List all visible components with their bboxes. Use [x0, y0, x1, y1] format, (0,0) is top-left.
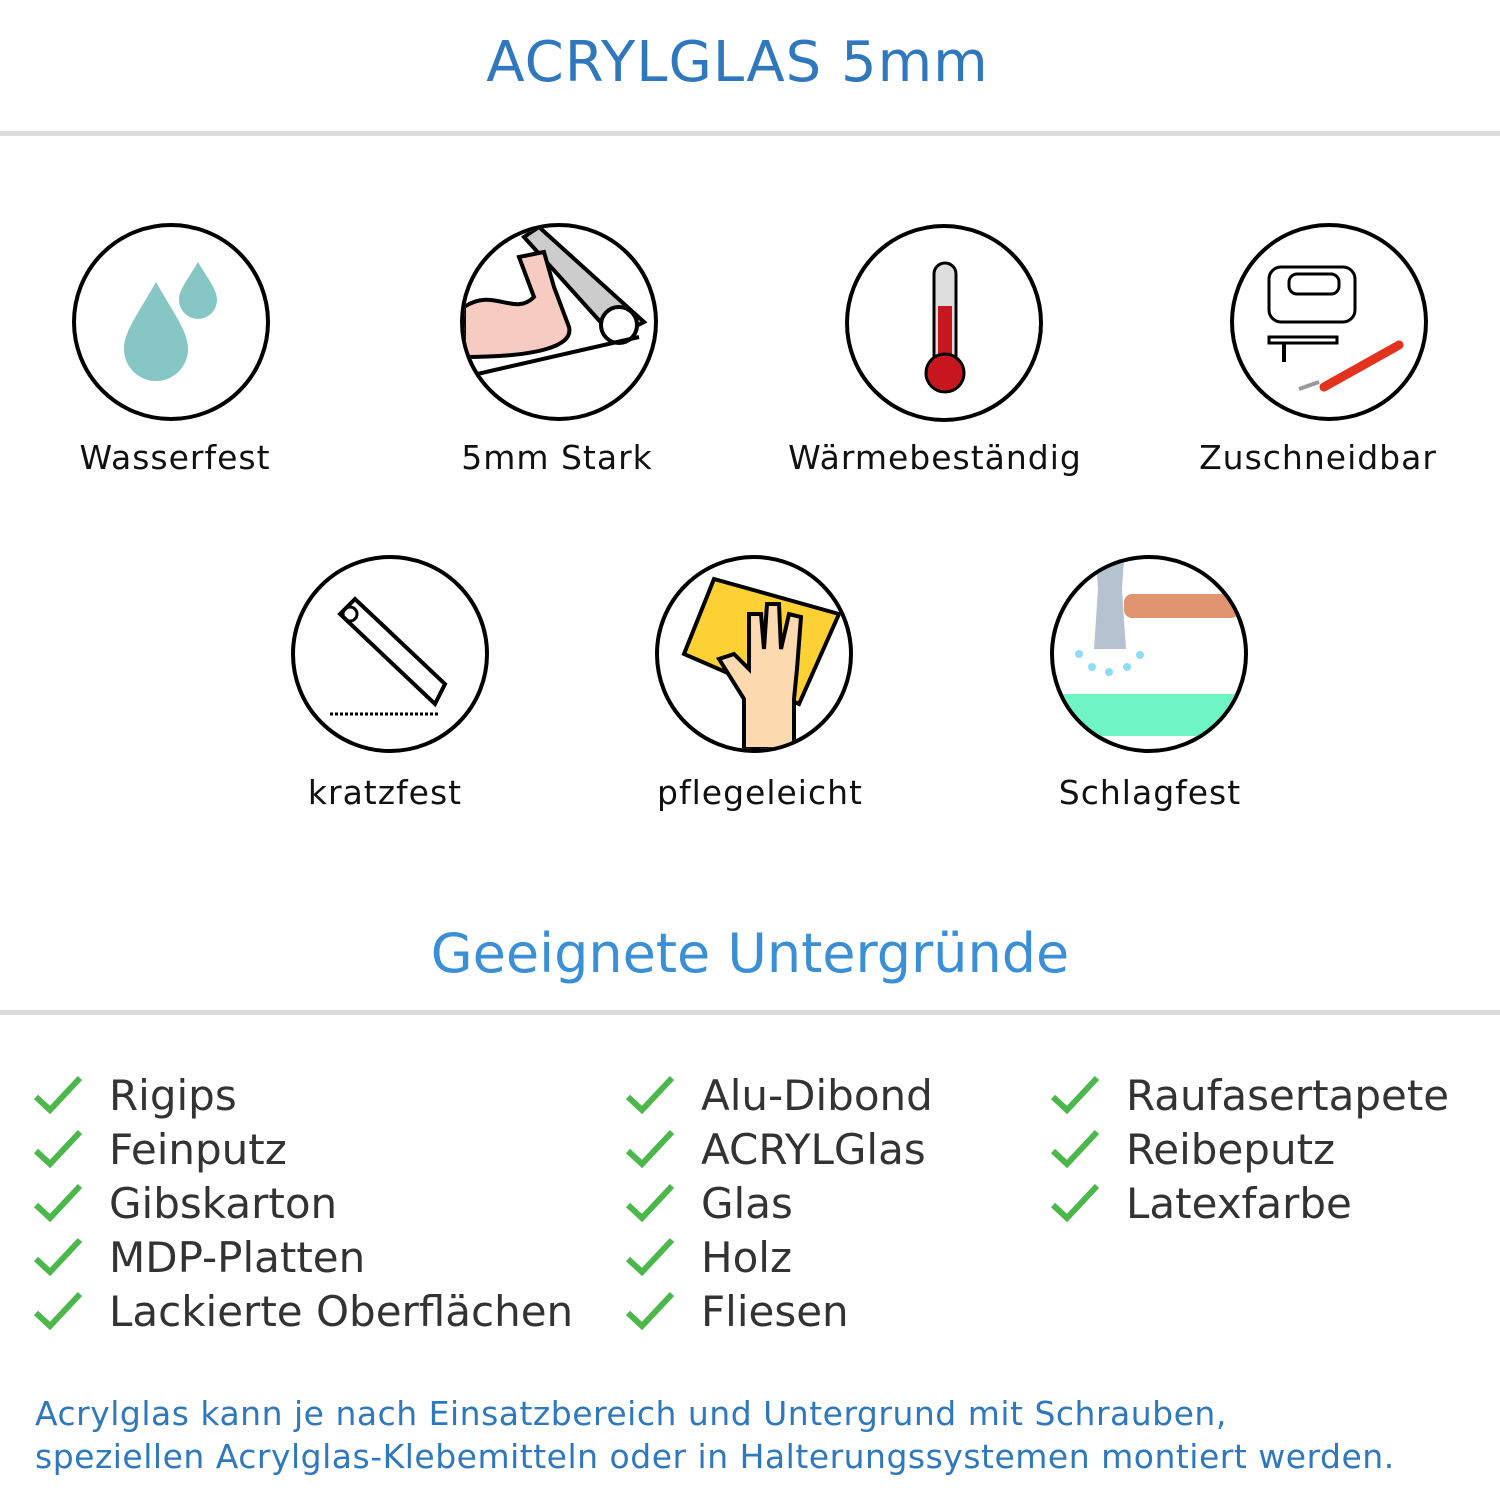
- check-icon: [33, 1183, 83, 1223]
- footer-line: speziellen Acrylglas-Klebemitteln oder i…: [35, 1437, 1395, 1476]
- page-title: ACRYLGLAS 5mm: [486, 30, 989, 95]
- check-icon: [33, 1129, 83, 1169]
- list-item: ACRYLGlas: [625, 1122, 933, 1176]
- list-item: Alu-Dibond: [625, 1068, 933, 1122]
- check-icon: [1050, 1183, 1100, 1223]
- list-item: Latexfarbe: [1050, 1176, 1449, 1230]
- list-item-label: Lackierte Oberflächen: [109, 1286, 574, 1336]
- divider: [0, 1010, 1500, 1015]
- footer-note: Acrylglas kann je nach Einsatzbereich un…: [35, 1392, 1395, 1478]
- list-item: Fliesen: [625, 1284, 933, 1338]
- list-item: Rigips: [33, 1068, 573, 1122]
- thermometer-icon: [845, 224, 1043, 422]
- section-title: Geeignete Untergründe: [430, 922, 1070, 985]
- feature-label: Zuschneidbar: [1199, 438, 1437, 477]
- check-icon: [1050, 1129, 1100, 1169]
- check-icon: [625, 1075, 675, 1115]
- list-item: Feinputz: [33, 1122, 573, 1176]
- list-item: MDP-Platten: [33, 1230, 573, 1284]
- jigsaw-knife-icon: [1230, 223, 1428, 421]
- check-icon: [33, 1291, 83, 1331]
- list-item-label: MDP-Platten: [109, 1232, 366, 1282]
- list-item-label: Feinputz: [109, 1124, 287, 1174]
- feature-label: Wärmebeständig: [788, 438, 1082, 477]
- check-icon: [625, 1237, 675, 1277]
- list-item: Holz: [625, 1230, 933, 1284]
- list-item-label: Raufasertapete: [1126, 1070, 1450, 1120]
- surface-list: Rigips Feinputz Gibskarton MDP-Platten Lacki…: [33, 1068, 573, 1338]
- feature-label: 5mm Stark: [461, 438, 653, 477]
- list-item-label: Fliesen: [701, 1286, 849, 1336]
- feature-label: pflegeleicht: [657, 773, 863, 812]
- cleaning-hand-icon: [655, 555, 853, 753]
- list-item-label: ACRYLGlas: [701, 1124, 926, 1174]
- surface-list: Raufasertapete Reibeputz Latexfarbe: [1050, 1068, 1449, 1230]
- list-item: Raufasertapete: [1050, 1068, 1449, 1122]
- surface-list: Alu-Dibond ACRYLGlas Glas Holz Fliesen: [625, 1068, 933, 1338]
- check-icon: [1050, 1075, 1100, 1115]
- check-icon: [33, 1075, 83, 1115]
- list-item-label: Reibeputz: [1126, 1124, 1336, 1174]
- cutter-knife-icon: [291, 555, 489, 753]
- list-item-label: Holz: [701, 1232, 792, 1282]
- check-icon: [625, 1129, 675, 1169]
- divider: [0, 131, 1500, 136]
- check-icon: [33, 1237, 83, 1277]
- list-item-label: Gibskarton: [109, 1178, 338, 1228]
- list-item: Glas: [625, 1176, 933, 1230]
- list-item-label: Rigips: [109, 1070, 237, 1120]
- hammer-icon: [1050, 555, 1248, 753]
- list-item: Reibeputz: [1050, 1122, 1449, 1176]
- check-icon: [625, 1291, 675, 1331]
- list-item-label: Glas: [701, 1178, 793, 1228]
- check-icon: [625, 1183, 675, 1223]
- strong-arm-icon: [460, 223, 658, 421]
- list-item-label: Alu-Dibond: [701, 1070, 933, 1120]
- footer-line: Acrylglas kann je nach Einsatzbereich un…: [35, 1394, 1227, 1433]
- water-drops-icon: [72, 223, 270, 421]
- feature-label: Schlagfest: [1058, 773, 1242, 812]
- list-item: Gibskarton: [33, 1176, 573, 1230]
- list-item: Lackierte Oberflächen: [33, 1284, 573, 1338]
- list-item-label: Latexfarbe: [1126, 1178, 1352, 1228]
- feature-label: kratzfest: [307, 773, 463, 812]
- feature-label: Wasserfest: [79, 438, 271, 477]
